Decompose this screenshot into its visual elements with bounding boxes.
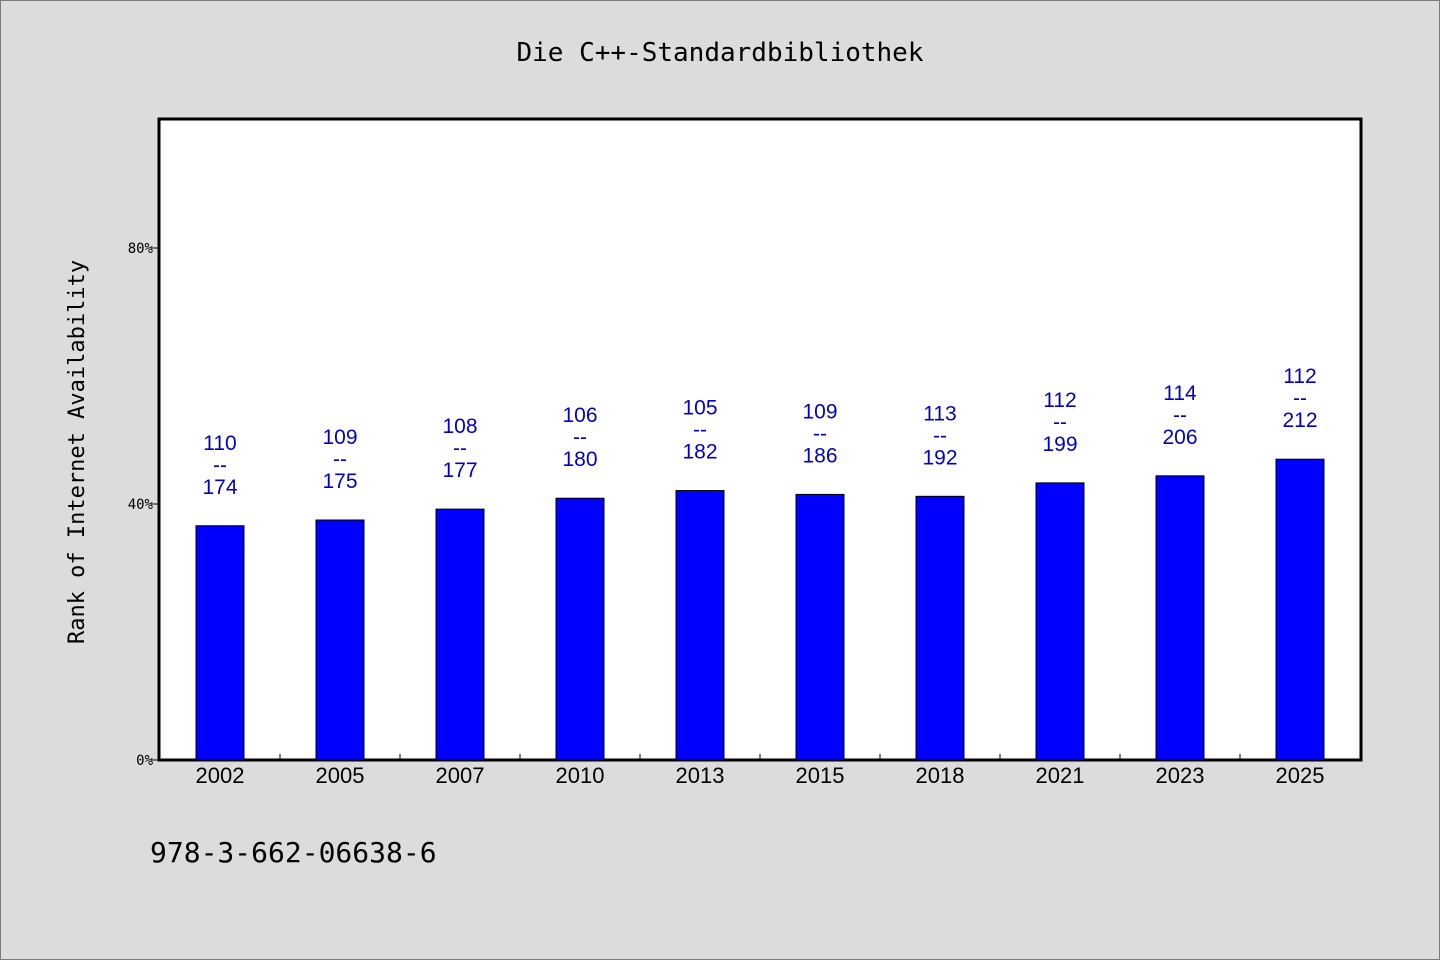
x-axis: 2002 2005 2007 2010 2013 2015 2018 2021 2023 2025 <box>196 754 1325 788</box>
x-tick-label-2005: 2005 <box>316 763 365 788</box>
data-label-2018-separator: -- <box>933 424 947 447</box>
data-label-2013-bottom: 182 <box>682 441 717 464</box>
bar-2005 <box>315 519 365 761</box>
data-label-2007-separator: -- <box>453 437 467 460</box>
data-label-2002-top: 110 <box>203 432 236 455</box>
data-label-2018-bottom: 192 <box>922 446 957 469</box>
x-tick-label-2025: 2025 <box>1276 763 1325 788</box>
data-label-2015-top: 109 <box>802 400 837 423</box>
data-label-2025-separator: -- <box>1293 387 1307 410</box>
data-label-2005-bottom: 175 <box>322 470 357 493</box>
data-label-2018-top: 113 <box>923 402 956 425</box>
data-label-2023-separator: -- <box>1173 404 1187 427</box>
data-label-2002-bottom: 174 <box>202 476 237 499</box>
y-tick-label-40: 40% <box>128 497 154 513</box>
y-axis: 0% 40% 80% <box>128 241 160 769</box>
bars-group <box>195 458 1325 761</box>
data-label-2021-top: 112 <box>1043 389 1076 412</box>
data-label-2010-top: 106 <box>562 404 597 427</box>
bar-2002 <box>195 525 245 761</box>
x-tick-label-2023: 2023 <box>1156 763 1205 788</box>
x-tick-label-2013: 2013 <box>676 763 725 788</box>
data-label-2013-top: 105 <box>682 397 717 420</box>
data-label-2023-bottom: 206 <box>1162 426 1197 449</box>
chart-title: Die C++-Standardbibliothek <box>517 38 924 68</box>
data-labels-group: 110--174109--175108--177106--180105--182… <box>202 365 1317 499</box>
data-label-2002-separator: -- <box>213 454 227 477</box>
data-label-2015-separator: -- <box>813 422 827 445</box>
x-tick-label-2002: 2002 <box>196 763 245 788</box>
data-label-2010-bottom: 180 <box>562 448 597 471</box>
data-label-2013-separator: -- <box>693 419 707 442</box>
data-label-2007-top: 108 <box>442 415 477 438</box>
bar-2021 <box>1035 482 1085 761</box>
data-label-2005-separator: -- <box>333 448 347 471</box>
x-tick-label-2018: 2018 <box>916 763 965 788</box>
isbn-footer: 978-3-662-06638-6 <box>150 836 437 869</box>
bar-2013 <box>675 490 725 761</box>
data-label-2010-separator: -- <box>573 426 587 449</box>
y-tick-label-0: 0% <box>136 753 153 769</box>
bar-2015 <box>795 493 845 761</box>
bar-2018 <box>915 495 965 761</box>
bar-2023 <box>1155 475 1205 761</box>
data-label-2021-bottom: 199 <box>1042 433 1077 456</box>
x-tick-label-2021: 2021 <box>1036 763 1085 788</box>
bar-2010 <box>555 497 605 761</box>
y-axis-label: Rank of Internet Availability <box>65 260 90 644</box>
bar-2025 <box>1275 458 1325 761</box>
data-label-2005-top: 109 <box>322 426 357 449</box>
data-label-2021-separator: -- <box>1053 411 1067 434</box>
data-label-2023-top: 114 <box>1163 382 1197 405</box>
x-tick-label-2010: 2010 <box>556 763 605 788</box>
bar-2007 <box>435 508 485 761</box>
x-tick-label-2015: 2015 <box>796 763 845 788</box>
x-tick-label-2007: 2007 <box>436 763 485 788</box>
data-label-2025-bottom: 212 <box>1282 409 1317 432</box>
data-label-2007-bottom: 177 <box>442 459 477 482</box>
data-label-2025-top: 112 <box>1283 365 1316 388</box>
data-label-2015-bottom: 186 <box>802 444 837 467</box>
y-tick-label-80: 80% <box>128 241 154 257</box>
